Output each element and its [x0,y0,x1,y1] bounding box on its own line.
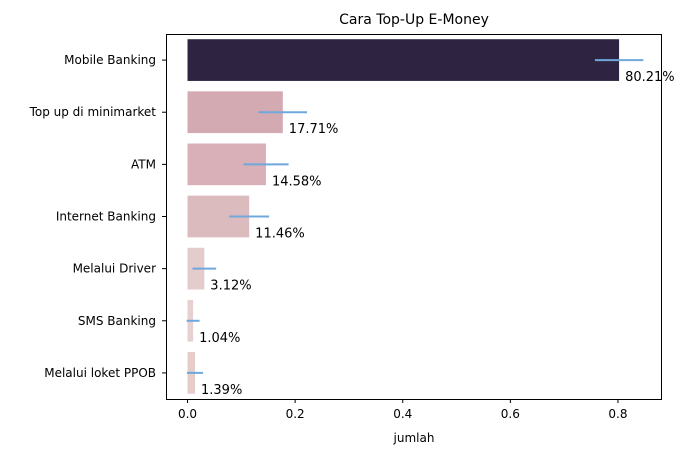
data-label: 1.39% [201,383,242,398]
y-tick-label: SMS Banking [78,314,156,328]
x-tick-label: 0.2 [286,407,305,421]
bars-group [187,39,620,394]
plot-area [166,34,662,400]
y-tick-label: Mobile Banking [64,53,156,67]
x-axis-ticks: 0.0 0.2 0.4 0.6 0.8 [178,399,628,421]
data-label: 11.46% [255,227,305,242]
y-tick-label: Internet Banking [56,210,156,224]
data-labels-group: 80.21% 17.71% 14.58% 11.46% 3.12% 1.04% 1.39% [199,70,675,398]
bar [187,39,620,81]
y-tick-label: Melalui loket PPOB [44,366,156,380]
data-label: 3.12% [210,279,251,294]
x-tick-label: 0.8 [608,407,627,421]
x-tick-label: 0.6 [501,407,520,421]
x-axis-label: jumlah [393,431,435,445]
y-tick-label: Melalui Driver [73,262,157,276]
x-tick-label: 0.0 [178,407,197,421]
data-label: 14.58% [272,174,322,189]
x-tick-label: 0.4 [393,407,412,421]
data-label: 1.04% [199,331,240,346]
y-tick-label: Top up di minimarket [29,105,157,119]
error-bars-group [186,59,644,374]
y-axis-ticks: Mobile Banking Top up di minimarket ATM Int… [29,53,166,380]
data-label: 80.21% [625,70,675,85]
chart-title: Cara Top-Up E-Money [339,12,489,28]
data-label: 17.71% [289,122,339,137]
y-tick-label: ATM [131,157,156,171]
